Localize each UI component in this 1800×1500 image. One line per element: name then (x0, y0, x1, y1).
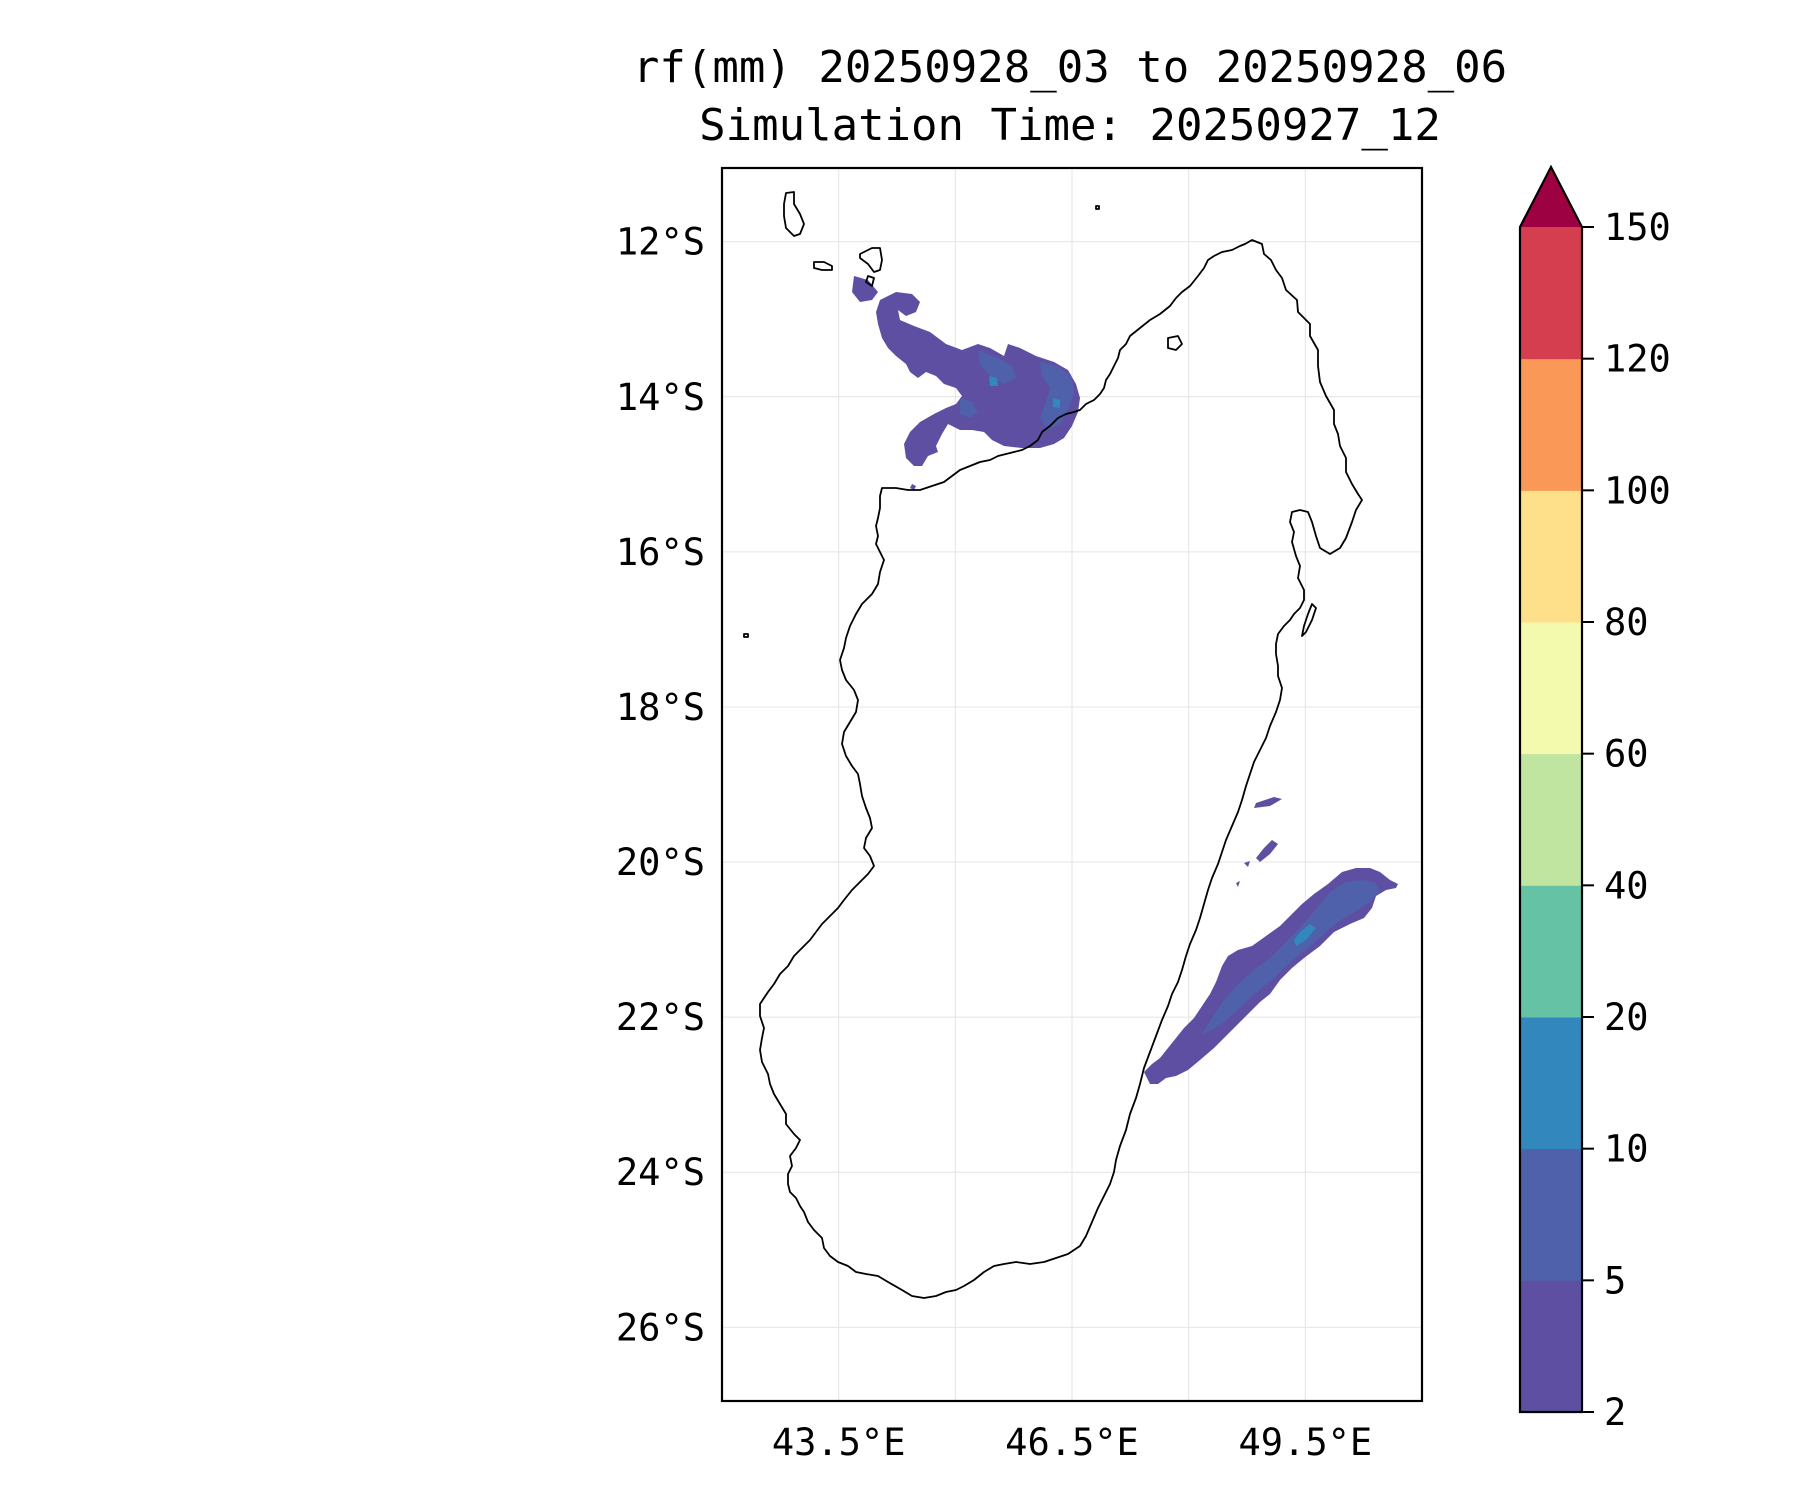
madagascar-coastline (759, 239, 1363, 1299)
colorbar-band (1520, 885, 1582, 1018)
colorbar-tick-label: 2 (1604, 1391, 1626, 1434)
colorbar-tick-label: 40 (1604, 864, 1649, 907)
colorbar-band (1520, 490, 1582, 623)
islet-west (743, 633, 749, 638)
lat-tick-label: 18°S (616, 686, 705, 729)
rain-2-5mm (1236, 797, 1282, 887)
rain-patch-northwest (852, 276, 1080, 490)
colorbar-tick-label: 150 (1604, 206, 1671, 249)
colorbar-band (1520, 1280, 1582, 1413)
lat-tick-label: 12°S (616, 221, 705, 264)
island-moheli (813, 261, 833, 271)
map-frame (720, 166, 1424, 1403)
colorbar-band (1520, 227, 1582, 360)
colorbar-tick-label: 120 (1604, 338, 1671, 381)
rain-5-10mm (960, 350, 1074, 430)
lat-tick-label: 24°S (616, 1151, 705, 1194)
rain-2-5mm (876, 292, 1080, 466)
colorbar-tick-label: 60 (1604, 733, 1649, 776)
rain-5-10mm (1202, 880, 1380, 1034)
lon-tick-label: 43.5°E (772, 1421, 906, 1464)
longitude-tick-labels: 43.5°E 46.5°E 49.5°E (772, 1421, 1372, 1464)
lat-tick-label: 20°S (616, 841, 705, 884)
lat-tick-label: 22°S (616, 996, 705, 1039)
island-mayotte (865, 275, 875, 287)
colorbar-band (1520, 1017, 1582, 1150)
colorbar: 2 5 10 20 40 60 80 100 120 150 (1518, 164, 1671, 1434)
colorbar-band (1520, 622, 1582, 755)
title-line-1: rf(mm) 20250928_03 to 20250928_06 (633, 42, 1507, 93)
latitude-tick-labels: 12°S 14°S 16°S 18°S 20°S 22°S 24°S 26°S (616, 221, 705, 1350)
rain-10-20mm (1294, 924, 1316, 946)
coastlines (743, 191, 1363, 1299)
colorbar-tick-label: 5 (1604, 1259, 1626, 1302)
colorbar-tick-label: 20 (1604, 996, 1649, 1039)
island-sainte-marie (1301, 603, 1317, 637)
title-line-2: Simulation Time: 20250927_12 (699, 100, 1441, 151)
island-nosy-be (1167, 335, 1183, 351)
lon-tick-label: 49.5°E (1239, 1421, 1373, 1464)
lat-tick-label: 26°S (616, 1306, 705, 1349)
colorbar-extend-triangle (1520, 167, 1582, 227)
colorbar-band (1520, 358, 1582, 491)
colorbar-band (1520, 1148, 1582, 1281)
colorbar-bands (1520, 227, 1582, 1413)
colorbar-outline (1518, 164, 1584, 1414)
islet-north (1095, 205, 1100, 210)
rain-patch-southeast (1144, 797, 1398, 1084)
colorbar-tick-label: 100 (1604, 469, 1671, 512)
colorbar-band (1520, 753, 1582, 886)
lat-tick-label: 16°S (616, 531, 705, 574)
rain-10-20mm (989, 376, 1060, 408)
rainfall-patches (852, 276, 1398, 1084)
island-anjouan (859, 247, 883, 273)
colorbar-tick-label: 10 (1604, 1128, 1649, 1171)
colorbar-tick-label: 80 (1604, 601, 1649, 644)
map-panel: 12°S14°S16°S18°S20°S22°S24°S26°S 43.5°E 4… (616, 166, 1424, 1464)
lat-tick-label: 14°S (616, 376, 705, 419)
lon-tick-label: 46.5°E (1005, 1421, 1139, 1464)
rain-2-5mm (852, 276, 878, 302)
rain-2-5mm (910, 484, 916, 490)
island-grande-comore (783, 191, 805, 237)
colorbar-tick-labels: 2 5 10 20 40 60 80 100 120 150 (1582, 206, 1671, 1434)
